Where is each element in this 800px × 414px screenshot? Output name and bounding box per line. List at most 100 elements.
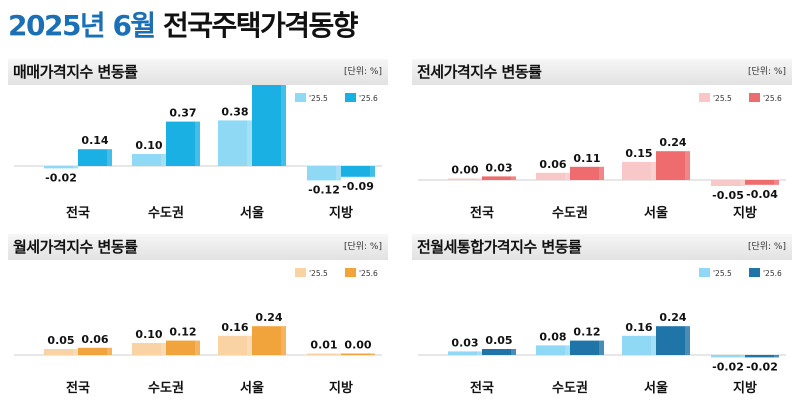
data-label: -0.12 <box>308 183 340 196</box>
panel-header: 전월세통합가격지수 변동률 [단위: %] <box>412 234 792 260</box>
category-label: 서울 <box>644 205 668 221</box>
category-label: 서울 <box>644 380 668 396</box>
bar <box>78 149 112 166</box>
bar <box>132 154 166 166</box>
bar-highlight <box>651 162 656 180</box>
category-label: 지방 <box>733 380 757 396</box>
category-label: 지방 <box>329 205 353 221</box>
legend-label: '25.6 <box>359 94 378 103</box>
bar-highlight <box>161 343 166 355</box>
legend-label: '25.5 <box>309 94 328 103</box>
bar <box>78 347 112 355</box>
bar <box>341 353 375 355</box>
jeonse-price-chart-panel: 전세가격지수 변동률 [단위: %] '25.5 '25.6 0.00 0.03 전국 0… <box>412 59 792 237</box>
bar <box>44 349 78 355</box>
data-label: 0.06 <box>81 333 108 346</box>
data-label: 0.05 <box>47 334 74 347</box>
bar <box>745 355 779 358</box>
category-label: 수도권 <box>552 381 588 396</box>
bar <box>536 172 570 180</box>
panel-header: 월세가격지수 변동률 [단위: %] <box>8 234 388 260</box>
unit-label: [단위: %] <box>747 242 786 252</box>
data-label: 0.24 <box>659 136 686 149</box>
bar <box>656 326 690 355</box>
bar-highlight <box>511 176 516 180</box>
category-label: 전국 <box>66 380 90 396</box>
bar <box>711 355 745 358</box>
bar-highlight <box>107 347 112 355</box>
legend-label: '25.5 <box>713 269 732 278</box>
bar-highlight <box>477 178 482 180</box>
bar <box>656 151 690 180</box>
bar-highlight <box>195 121 200 166</box>
bar <box>44 166 78 169</box>
bar-highlight <box>336 353 341 355</box>
data-label: 0.37 <box>169 107 196 120</box>
legend-label: '25.6 <box>763 94 782 103</box>
category-label: 지방 <box>733 205 757 221</box>
bar <box>252 326 286 355</box>
monthly-rent-chart: '25.5 '25.6 0.05 0.06 전국 0.10 0.12 수도권 0.16 0.24 서… <box>14 268 382 396</box>
legend-swatch <box>295 268 306 277</box>
category-label: 수도권 <box>552 206 588 221</box>
data-label: -0.02 <box>45 171 77 184</box>
data-label: 0.15 <box>625 147 652 160</box>
data-label: 0.05 <box>485 334 512 347</box>
chart-title: 전월세통합가격지수 변동률 <box>417 238 582 256</box>
bar-highlight <box>107 149 112 166</box>
bar-highlight <box>161 154 166 166</box>
data-label: -0.05 <box>712 189 744 202</box>
data-label: 0.16 <box>625 321 652 334</box>
bar-highlight <box>651 335 656 355</box>
panel-header: 전세가격지수 변동률 [단위: %] <box>412 59 792 85</box>
category-label: 지방 <box>329 380 353 396</box>
bar <box>218 335 252 355</box>
chart-title: 매매가격지수 변동률 <box>13 63 138 81</box>
bar-highlight <box>740 180 745 186</box>
bar <box>218 120 252 166</box>
legend-swatch <box>699 268 710 277</box>
bar-highlight <box>73 349 78 355</box>
unit-label: [단위: %] <box>343 242 382 252</box>
legend-label: '25.5 <box>309 269 328 278</box>
bar <box>536 345 570 355</box>
unit-label: [단위: %] <box>343 67 382 77</box>
bar-highlight <box>740 355 745 358</box>
legend-swatch <box>699 93 710 102</box>
bar-highlight <box>685 151 690 180</box>
bar <box>570 166 604 180</box>
bar-highlight <box>511 349 516 355</box>
bar <box>482 176 516 180</box>
legend-swatch <box>749 93 760 102</box>
data-label: 0.24 <box>659 311 686 324</box>
page-title: 2025년 6월 전국주택가격동향 <box>8 4 359 48</box>
unit-label: [단위: %] <box>747 67 786 77</box>
legend-swatch <box>345 93 356 102</box>
category-label: 서울 <box>240 380 264 396</box>
data-label: 0.38 <box>221 105 248 118</box>
data-label: 0.10 <box>135 139 162 152</box>
data-label: 0.06 <box>539 158 566 171</box>
jeonse-price-chart: '25.5 '25.6 0.00 0.03 전국 0.06 0.11 수도권 0.15 0.24 서… <box>418 93 786 221</box>
chart-title: 월세가격지수 변동률 <box>13 238 138 256</box>
data-label: 0.12 <box>169 326 196 339</box>
legend-label: '25.6 <box>359 269 378 278</box>
data-label: 0.00 <box>451 164 478 177</box>
bar <box>448 178 482 180</box>
bar-highlight <box>370 353 375 355</box>
bar-highlight <box>565 172 570 180</box>
legend-label: '25.6 <box>763 269 782 278</box>
bar-highlight <box>281 326 286 355</box>
data-label: 0.00 <box>344 339 371 352</box>
category-label: 수도권 <box>148 206 184 221</box>
bar-highlight <box>73 166 78 169</box>
category-label: 수도권 <box>148 381 184 396</box>
bar <box>341 166 375 177</box>
bar-highlight <box>477 351 482 355</box>
bar-highlight <box>774 180 779 185</box>
bar <box>252 85 286 166</box>
bar <box>745 180 779 185</box>
data-label: -0.02 <box>712 360 744 373</box>
legend-swatch <box>749 268 760 277</box>
bar <box>711 180 745 186</box>
